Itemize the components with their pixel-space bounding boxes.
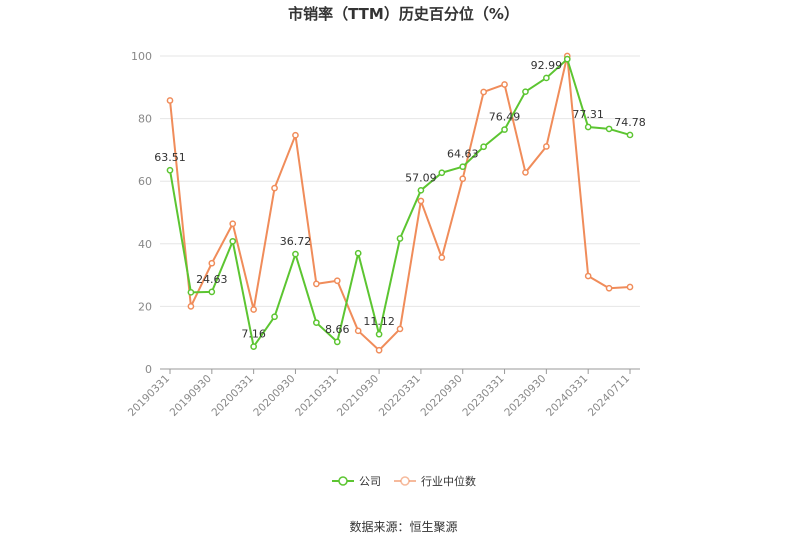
x-tick-label: 20210930 <box>335 373 381 419</box>
data-point[interactable] <box>459 163 467 171</box>
data-point[interactable] <box>501 126 508 133</box>
x-tick-label: 20220930 <box>419 373 465 419</box>
label-layer: 63.51 24.63 7.16 36.72 8.66 11.12 57.09 64.63 76… <box>154 59 646 341</box>
data-label: 36.72 <box>280 235 312 248</box>
series-line-0 <box>169 58 631 348</box>
y-tick-label: 60 <box>138 175 152 188</box>
data-label: 76.49 <box>489 111 521 124</box>
legend[interactable]: 公司 行业中位数 <box>332 474 476 488</box>
chart-title: 市销率（TTM）历史百分位（%） <box>288 5 519 23</box>
data-point[interactable] <box>292 131 299 139</box>
data-point[interactable] <box>208 259 216 267</box>
data-point[interactable] <box>375 330 383 338</box>
data-point[interactable] <box>522 88 529 96</box>
legend-label: 行业中位数 <box>421 474 476 488</box>
x-tick-label: 20190930 <box>168 373 214 419</box>
legend-label: 公司 <box>359 475 381 488</box>
data-point[interactable] <box>584 123 592 131</box>
x-tick-label: 20200930 <box>251 373 297 419</box>
data-label: 57.09 <box>405 171 437 184</box>
data-point[interactable] <box>417 186 425 194</box>
series-layer <box>166 52 634 354</box>
x-tick-label: 20230331 <box>460 373 506 419</box>
data-point[interactable] <box>250 343 257 350</box>
legend-marker <box>338 476 348 486</box>
data-point[interactable] <box>626 131 634 139</box>
data-point[interactable] <box>229 220 237 228</box>
y-tick-label: 40 <box>138 238 152 251</box>
data-point[interactable] <box>459 175 467 183</box>
data-point[interactable] <box>292 250 299 258</box>
data-point[interactable] <box>522 169 529 176</box>
data-point[interactable] <box>271 313 278 321</box>
data-label: 92.99 <box>531 59 563 72</box>
data-point[interactable] <box>375 346 383 354</box>
data-point[interactable] <box>166 97 174 104</box>
data-point[interactable] <box>438 169 446 177</box>
data-point[interactable] <box>313 280 320 288</box>
data-label: 24.63 <box>196 273 228 286</box>
legend-item-0[interactable]: 公司 <box>332 475 381 488</box>
data-point[interactable] <box>354 327 362 335</box>
data-point[interactable] <box>354 249 362 257</box>
data-point[interactable] <box>605 125 613 133</box>
data-label: 74.78 <box>614 116 646 129</box>
data-point[interactable] <box>187 303 195 310</box>
data-point[interactable] <box>229 237 237 245</box>
data-point[interactable] <box>166 166 174 174</box>
y-tick-label: 0 <box>145 363 152 376</box>
x-tick-label: 20220331 <box>377 373 423 419</box>
data-point[interactable] <box>543 143 550 150</box>
source-text: 数据来源：恒生聚源 <box>349 519 457 534</box>
data-point[interactable] <box>208 288 216 296</box>
data-point[interactable] <box>271 184 278 192</box>
data-point[interactable] <box>605 284 613 292</box>
data-point[interactable] <box>396 325 404 333</box>
data-point[interactable] <box>480 88 487 96</box>
x-tick-label: 20210331 <box>293 373 339 419</box>
y-tick-label: 100 <box>131 50 152 63</box>
data-point[interactable] <box>543 74 550 82</box>
legend-marker <box>400 476 410 486</box>
data-point[interactable] <box>626 283 634 291</box>
x-tick-label: 20240331 <box>544 373 590 419</box>
data-point[interactable] <box>333 338 341 346</box>
data-point[interactable] <box>417 197 425 205</box>
data-point[interactable] <box>501 81 508 88</box>
data-point[interactable] <box>563 55 571 63</box>
x-tick-label: 20230930 <box>502 373 548 419</box>
axis-layer: 0 20 40 60 80 100 2019033120190930202003312020… <box>126 50 640 419</box>
data-point[interactable] <box>480 143 487 151</box>
data-label: 63.51 <box>154 151 186 164</box>
data-label: 7.16 <box>241 328 266 341</box>
data-label: 11.12 <box>363 315 395 328</box>
x-tick-label: 20190331 <box>126 373 172 419</box>
data-label: 77.31 <box>572 108 604 121</box>
grid-layer <box>160 55 640 307</box>
y-tick-label: 80 <box>138 113 152 126</box>
x-tick-label: 20200331 <box>209 373 255 419</box>
x-tick-label: 20240711 <box>586 373 632 419</box>
data-point[interactable] <box>187 288 195 296</box>
legend-item-1[interactable]: 行业中位数 <box>394 474 476 488</box>
data-point[interactable] <box>584 272 592 280</box>
y-tick-label: 20 <box>138 300 152 313</box>
data-point[interactable] <box>438 254 446 261</box>
data-point[interactable] <box>396 235 404 242</box>
data-point[interactable] <box>313 319 320 327</box>
data-point[interactable] <box>250 306 257 313</box>
data-point[interactable] <box>333 277 341 285</box>
data-label: 64.63 <box>447 148 479 161</box>
data-label: 8.66 <box>325 323 350 336</box>
